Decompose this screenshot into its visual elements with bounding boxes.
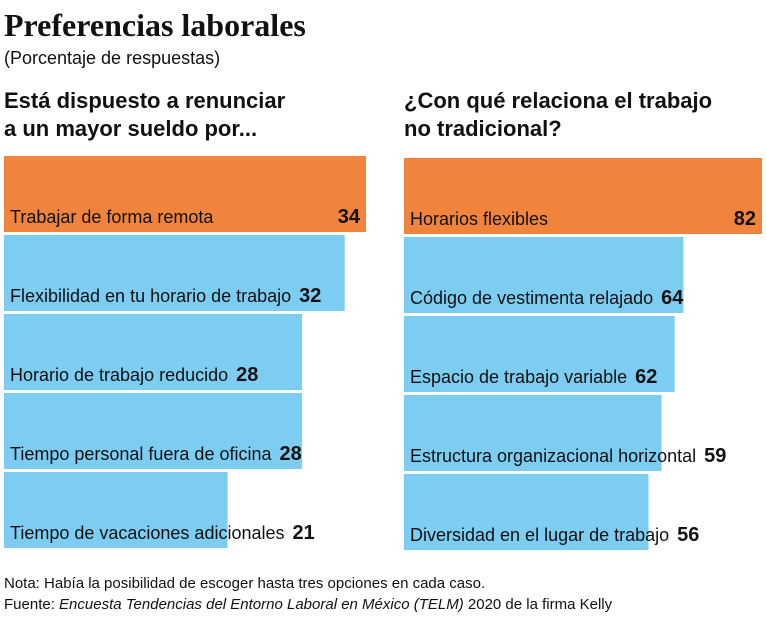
bar-label: Tiempo de vacaciones adicionales <box>10 523 285 543</box>
bar <box>4 472 228 548</box>
value-label: 62 <box>635 366 657 388</box>
value-label: 82 <box>734 208 756 230</box>
bar-label: Horario de trabajo reducido <box>10 365 228 385</box>
bar <box>4 235 345 311</box>
bar <box>4 156 366 232</box>
chart-heading: no tradicional? <box>404 116 562 141</box>
bar <box>4 314 303 390</box>
value-label: 32 <box>299 285 321 307</box>
value-label: 28 <box>279 443 301 465</box>
bar-label: Espacio de trabajo variable <box>410 367 627 387</box>
chart-heading: ¿Con qué relaciona el trabajo <box>404 88 712 113</box>
value-label: 21 <box>293 522 315 544</box>
title: Preferencias laborales <box>4 7 306 43</box>
source-label: Fuente: <box>4 596 55 613</box>
note: Nota: Había la posibilidad de escoger ha… <box>4 575 485 592</box>
bar-label: Estructura organizacional horizontal <box>410 446 696 466</box>
bar-label: Código de vestimenta relajado <box>410 288 653 308</box>
bar <box>404 316 675 392</box>
bar <box>404 395 662 471</box>
bar-label: Trabajar de forma remota <box>10 207 214 227</box>
value-label: 28 <box>236 364 258 386</box>
bar <box>404 474 649 550</box>
source-title: Encuesta Tendencias del Entorno Laboral … <box>59 596 464 613</box>
bar <box>4 393 303 469</box>
value-label: 34 <box>338 206 361 228</box>
value-label: 59 <box>704 445 726 467</box>
bar-label: Tiempo personal fuera de oficina <box>10 444 272 464</box>
source: Fuente: Encuesta Tendencias del Entorno … <box>4 596 613 613</box>
subtitle: (Porcentaje de respuestas) <box>4 48 220 68</box>
source-rest: 2020 de la firma Kelly <box>468 596 613 613</box>
chart-heading: Está dispuesto a renunciar <box>4 88 286 113</box>
value-label: 56 <box>677 524 699 546</box>
bar-label: Diversidad en el lugar de trabajo <box>410 525 669 545</box>
bar <box>404 158 762 234</box>
value-label: 64 <box>661 287 684 309</box>
bar-label: Horarios flexibles <box>410 209 548 229</box>
bar <box>404 237 684 313</box>
chart-heading: a un mayor sueldo por... <box>4 116 257 141</box>
bar-label: Flexibilidad en tu horario de trabajo <box>10 286 291 306</box>
